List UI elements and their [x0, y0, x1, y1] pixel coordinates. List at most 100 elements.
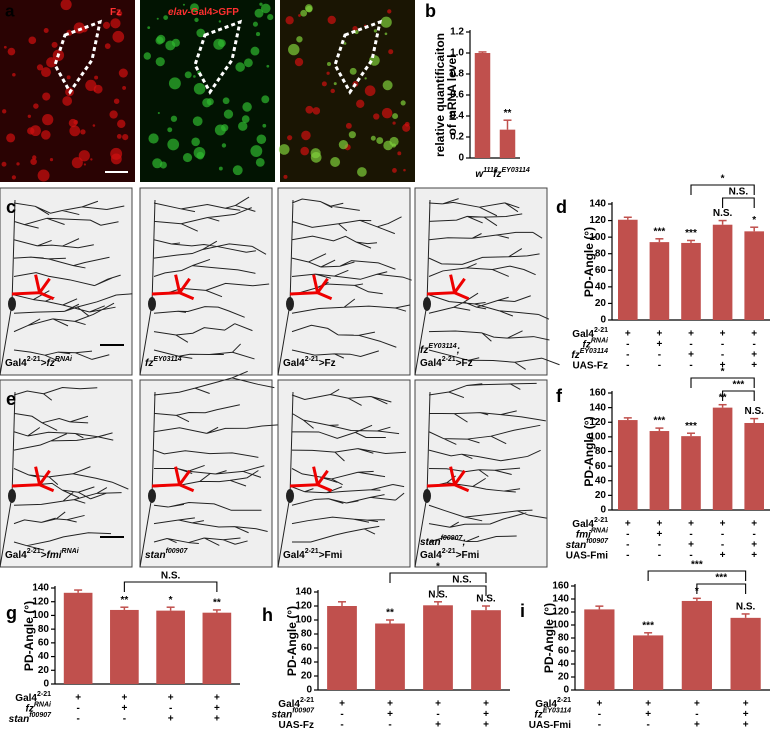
row-cell: +	[387, 699, 393, 710]
row-cell: +	[720, 329, 726, 340]
text-part: 2-21	[305, 548, 319, 555]
primary-dendrite	[289, 466, 333, 493]
signal	[41, 130, 51, 140]
row-cell: +	[645, 709, 651, 720]
row-cell: +	[121, 693, 127, 704]
text-part: 2-21	[442, 548, 456, 555]
signal	[348, 131, 356, 139]
text-part: Gal4	[283, 358, 305, 369]
signal	[51, 41, 58, 48]
signal	[152, 158, 163, 169]
text-part: 2-21	[305, 356, 319, 363]
signal	[92, 124, 96, 127]
signal	[49, 158, 54, 162]
row-cell: +	[656, 519, 662, 530]
signal	[3, 45, 7, 49]
comparison-bracket	[690, 184, 755, 195]
signal	[266, 64, 270, 68]
row-cell: +	[688, 329, 694, 340]
row-label: UAS-Fz	[572, 360, 608, 371]
signal	[171, 38, 180, 47]
signal	[189, 3, 199, 13]
row-cell: -	[76, 714, 79, 725]
row-cell: -	[436, 709, 439, 720]
y-tick-label: 40	[595, 475, 607, 486]
text-part: ;	[462, 537, 465, 548]
y-tick-label: 100	[32, 610, 49, 621]
row-cell: +	[751, 550, 757, 561]
signal	[104, 43, 111, 49]
row-cell: -	[123, 714, 126, 725]
signal	[28, 36, 37, 45]
y-tick-label: 140	[295, 587, 312, 598]
row-cell: -	[721, 540, 724, 551]
primary-dendrite	[151, 466, 195, 493]
row-cell: -	[689, 339, 692, 350]
y-tick-label: 1.2	[450, 27, 464, 38]
outline	[333, 19, 383, 95]
comparison-bracket	[123, 581, 218, 592]
bar	[375, 623, 405, 690]
text-part: Gal4	[15, 693, 37, 704]
signal	[109, 110, 118, 119]
text-part: 2-21	[27, 356, 41, 363]
text-part: >Fmi	[319, 550, 343, 561]
row-cell: -	[753, 529, 756, 540]
text-part: Gal4	[572, 519, 594, 530]
row-label: fzRNAi	[583, 338, 610, 350]
signal	[2, 109, 7, 114]
signal	[349, 67, 357, 75]
signal	[193, 82, 206, 95]
comparison-label: N.S.	[161, 571, 181, 582]
row-label: stanf00907	[272, 708, 315, 720]
soma	[423, 488, 431, 503]
bar	[110, 609, 139, 684]
bar	[649, 431, 670, 510]
y-tick-label: 0	[563, 685, 569, 696]
significance: **	[504, 108, 512, 119]
row-cell: +	[75, 693, 81, 704]
significance: ***	[654, 226, 666, 237]
comparison-bracket	[437, 585, 487, 596]
caption: fzEY03114;	[420, 343, 460, 355]
text-part: stan	[145, 550, 166, 561]
text-part: >	[41, 550, 47, 561]
row-cell: +	[387, 709, 393, 720]
signal	[235, 62, 245, 72]
row-cell: -	[626, 350, 629, 361]
primary-dendrite	[151, 274, 195, 301]
signal	[41, 67, 51, 78]
signal	[369, 55, 380, 66]
signal	[16, 162, 20, 166]
y-axis-label: PD-Angle (°)	[582, 227, 596, 297]
text-part: Gal4	[420, 550, 442, 561]
y-axis-label: PD-Angle (°)	[582, 416, 596, 486]
row-cell: +	[656, 339, 662, 350]
signal	[333, 82, 337, 86]
bar	[649, 242, 670, 320]
text-part: fz	[571, 350, 579, 361]
row-cell: -	[689, 550, 692, 561]
text-part: >Fz	[319, 358, 336, 369]
y-tick-label: 60	[595, 265, 607, 276]
micrograph	[414, 379, 548, 568]
row-cell: +	[751, 540, 757, 551]
signal	[27, 114, 32, 118]
text-part: >	[41, 358, 47, 369]
bar	[730, 617, 761, 690]
y-tick-label: 100	[295, 615, 312, 626]
outline	[53, 19, 103, 95]
y-tick-label: 0.2	[450, 132, 464, 143]
significance: *	[169, 595, 173, 606]
text-part: RNAi	[591, 528, 609, 535]
signal	[202, 98, 212, 108]
caption: Gal42-21>Fmi	[420, 548, 480, 560]
signal	[116, 134, 122, 139]
row-cell: +	[720, 550, 726, 561]
text-part: UAS-Fz	[278, 720, 314, 731]
signal	[102, 21, 111, 29]
row-cell: -	[388, 720, 391, 731]
row-cell: +	[214, 714, 220, 725]
text-part: f00907	[29, 712, 52, 719]
